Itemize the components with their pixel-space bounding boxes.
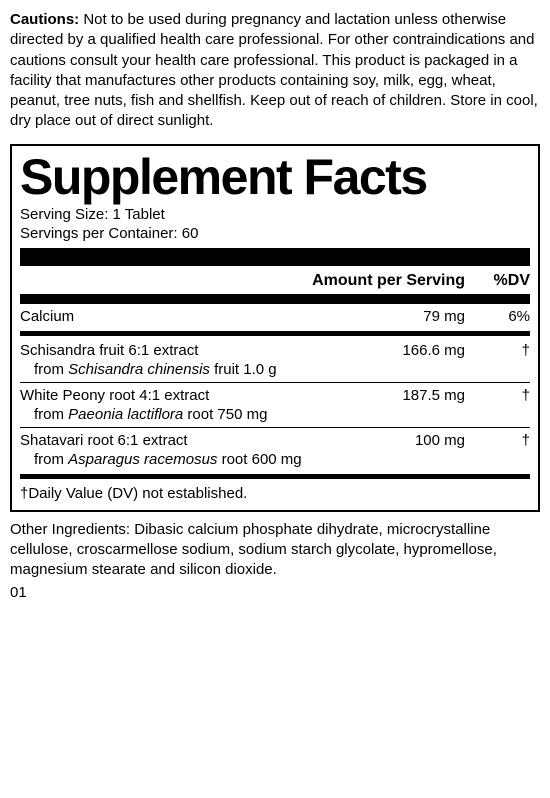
source-suffix: root 600 mg xyxy=(217,451,301,468)
other-ingredients: Other Ingredients: Dibasic calcium phosp… xyxy=(10,520,540,581)
ingredient-dv: † xyxy=(475,432,530,449)
source-suffix: fruit 1.0 g xyxy=(210,361,277,378)
column-headers: Amount per Serving %DV xyxy=(20,272,530,290)
ingredient-row: Shatavari root 6:1 extract100 mg† xyxy=(20,432,530,449)
source-suffix: root 750 mg xyxy=(183,406,267,423)
source-botanical: Asparagus racemosus xyxy=(68,451,217,468)
ingredients-list: Schisandra fruit 6:1 extract166.6 mg†fro… xyxy=(20,342,530,468)
ingredient-source: from Schisandra chinensis fruit 1.0 g xyxy=(34,361,530,378)
rule-medthin xyxy=(20,331,530,336)
rule-medium xyxy=(20,294,530,304)
ingredient-source: from Asparagus racemosus root 600 mg xyxy=(34,451,530,468)
header-dv: %DV xyxy=(475,272,530,290)
ingredient-dv: † xyxy=(475,342,530,359)
ingredient-amount: 100 mg xyxy=(280,432,475,449)
source-prefix: from xyxy=(34,406,68,423)
facts-title: Supplement Facts xyxy=(20,152,530,202)
ingredient-dv: † xyxy=(475,387,530,404)
ingredient-row: White Peony root 4:1 extract187.5 mg† xyxy=(20,387,530,404)
ingredient-amount: 166.6 mg xyxy=(280,342,475,359)
rule-thick xyxy=(20,248,530,266)
dv-footnote: †Daily Value (DV) not established. xyxy=(20,485,530,502)
nutrient-name: Calcium xyxy=(20,308,280,325)
rule-thin xyxy=(20,427,530,428)
rule-thin xyxy=(20,382,530,383)
cautions-label: Cautions: xyxy=(10,11,79,28)
supplement-facts-box: Supplement Facts Serving Size: 1 Tablet … xyxy=(10,144,540,512)
nutrient-row: Calcium 79 mg 6% xyxy=(20,308,530,325)
ingredient-source: from Paeonia lactiflora root 750 mg xyxy=(34,406,530,423)
rule-medthin xyxy=(20,474,530,479)
ingredient-row: Schisandra fruit 6:1 extract166.6 mg† xyxy=(20,342,530,359)
ingredient-name: White Peony root 4:1 extract xyxy=(20,387,280,404)
cautions-text: Not to be used during pregnancy and lact… xyxy=(10,11,538,129)
nutrient-dv: 6% xyxy=(475,308,530,325)
product-code: 01 xyxy=(10,584,540,601)
ingredient-name: Shatavari root 6:1 extract xyxy=(20,432,280,449)
nutrient-amount: 79 mg xyxy=(280,308,475,325)
source-prefix: from xyxy=(34,451,68,468)
header-amount: Amount per Serving xyxy=(280,272,475,290)
serving-size: Serving Size: 1 Tablet xyxy=(20,206,530,223)
source-prefix: from xyxy=(34,361,68,378)
servings-per-container: Servings per Container: 60 xyxy=(20,225,530,242)
ingredient-amount: 187.5 mg xyxy=(280,387,475,404)
source-botanical: Paeonia lactiflora xyxy=(68,406,183,423)
ingredient-name: Schisandra fruit 6:1 extract xyxy=(20,342,280,359)
source-botanical: Schisandra chinensis xyxy=(68,361,210,378)
cautions-paragraph: Cautions: Not to be used during pregnanc… xyxy=(10,10,540,132)
